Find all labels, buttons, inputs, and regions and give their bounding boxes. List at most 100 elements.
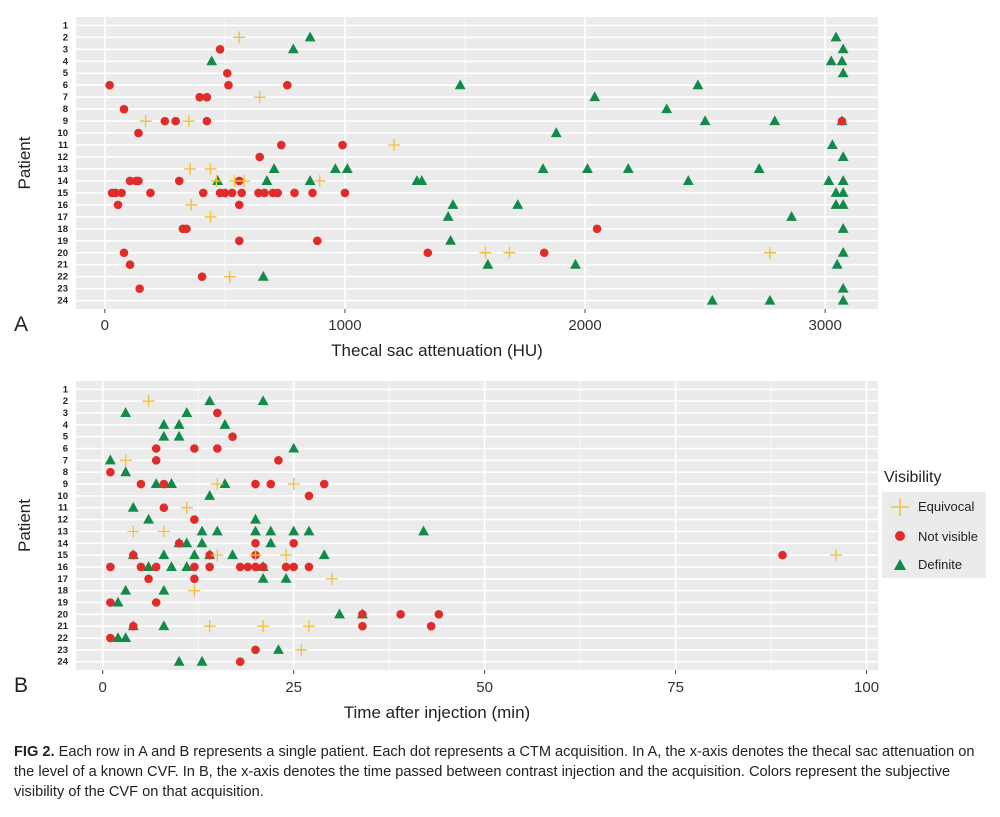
point-not-visible	[202, 116, 212, 126]
panel-b: 1234567891011121314151617181920212223240…	[14, 381, 879, 722]
point-not-visible	[251, 479, 260, 489]
point-definite	[268, 163, 280, 173]
point-equivocal	[233, 31, 246, 44]
point-not-visible	[151, 456, 161, 465]
panel-label: B	[14, 674, 28, 697]
point-definite	[753, 163, 765, 173]
point-not-visible	[190, 562, 199, 572]
point-definite	[318, 549, 330, 560]
point-definite	[550, 127, 562, 138]
y-tick-label: 3	[63, 408, 68, 419]
legend-title: Visibility	[884, 469, 942, 486]
y-tick-label: 6	[63, 80, 68, 91]
point-not-visible	[251, 538, 260, 548]
point-not-visible	[358, 610, 367, 619]
x-axis-title: Time after injection (min)	[344, 703, 530, 722]
point-definite	[622, 163, 634, 173]
point-not-visible	[304, 491, 314, 501]
point-equivocal	[142, 395, 155, 408]
legend-label-definite: Definite	[918, 557, 962, 572]
point-not-visible	[195, 92, 204, 102]
point-definite	[212, 175, 224, 185]
point-definite	[173, 655, 185, 666]
y-tick-label: 5	[63, 432, 69, 443]
point-definite	[786, 211, 797, 221]
point-definite	[442, 211, 454, 221]
y-tick-label: 23	[57, 284, 68, 295]
point-not-visible	[258, 562, 268, 572]
point-definite	[166, 561, 177, 571]
point-definite	[181, 407, 193, 417]
y-tick-label: 16	[57, 200, 68, 211]
point-not-visible	[174, 538, 184, 548]
point-not-visible	[151, 598, 161, 607]
point-definite	[304, 175, 316, 185]
y-tick-label: 20	[57, 248, 68, 259]
y-tick-label: 4	[63, 420, 69, 431]
point-not-visible	[131, 176, 141, 186]
legend-item-definite: Definite	[894, 557, 962, 572]
caption-label: FIG 2.	[14, 744, 55, 760]
point-equivocal	[211, 549, 224, 562]
point-not-visible	[128, 621, 138, 631]
point-equivocal	[479, 246, 492, 259]
legend-label-not-visible: Not visible	[918, 529, 978, 544]
point-not-visible	[308, 188, 317, 198]
x-tick-label: 3000	[808, 317, 841, 334]
x-tick-label: 25	[285, 679, 302, 696]
y-tick-label: 13	[57, 164, 68, 175]
y-tick-label: 15	[57, 550, 68, 561]
point-definite	[158, 584, 170, 595]
point-not-visible	[319, 479, 329, 489]
point-definite	[158, 430, 170, 441]
point-not-visible	[434, 610, 444, 619]
point-not-visible	[202, 92, 212, 102]
point-not-visible	[251, 645, 260, 655]
point-not-visible	[119, 104, 129, 114]
point-equivocal	[763, 246, 776, 259]
point-not-visible	[237, 188, 246, 198]
point-not-visible	[151, 444, 161, 453]
point-definite	[482, 258, 494, 269]
point-definite	[204, 395, 216, 406]
point-not-visible	[135, 284, 144, 293]
point-definite	[661, 103, 673, 114]
y-tick-label: 18	[57, 224, 68, 235]
point-not-visible	[220, 188, 230, 198]
point-equivocal	[302, 620, 315, 633]
point-definite	[837, 246, 849, 257]
point-not-visible	[190, 574, 199, 584]
point-equivocal	[829, 549, 842, 562]
point-definite	[582, 163, 593, 173]
y-tick-label: 15	[57, 188, 68, 199]
y-tick-label: 19	[57, 236, 68, 247]
point-not-visible	[198, 188, 208, 198]
point-not-visible	[304, 562, 314, 572]
point-not-visible	[539, 248, 549, 258]
point-definite	[830, 31, 842, 42]
x-tick-label: 2000	[568, 317, 601, 334]
panel-a: 1234567891011121314151617181920212223240…	[14, 17, 878, 360]
point-definite	[196, 655, 208, 666]
point-not-visible	[396, 610, 405, 619]
point-not-visible	[136, 562, 146, 572]
point-definite	[206, 55, 218, 66]
y-tick-label: 23	[57, 645, 68, 656]
point-not-visible	[151, 562, 161, 572]
point-definite	[825, 55, 837, 66]
point-not-visible	[128, 550, 138, 560]
point-not-visible	[251, 562, 260, 572]
point-definite	[837, 223, 849, 233]
point-not-visible	[197, 272, 207, 281]
point-definite	[181, 561, 193, 571]
point-definite	[250, 513, 261, 524]
x-tick-label: 1000	[328, 317, 361, 334]
point-equivocal	[185, 198, 198, 211]
point-not-visible	[205, 562, 214, 572]
y-tick-label: 21	[57, 260, 68, 271]
point-definite	[288, 442, 300, 453]
point-not-visible	[125, 260, 135, 270]
point-definite	[830, 187, 842, 197]
point-definite	[706, 294, 718, 305]
point-not-visible	[146, 188, 155, 198]
